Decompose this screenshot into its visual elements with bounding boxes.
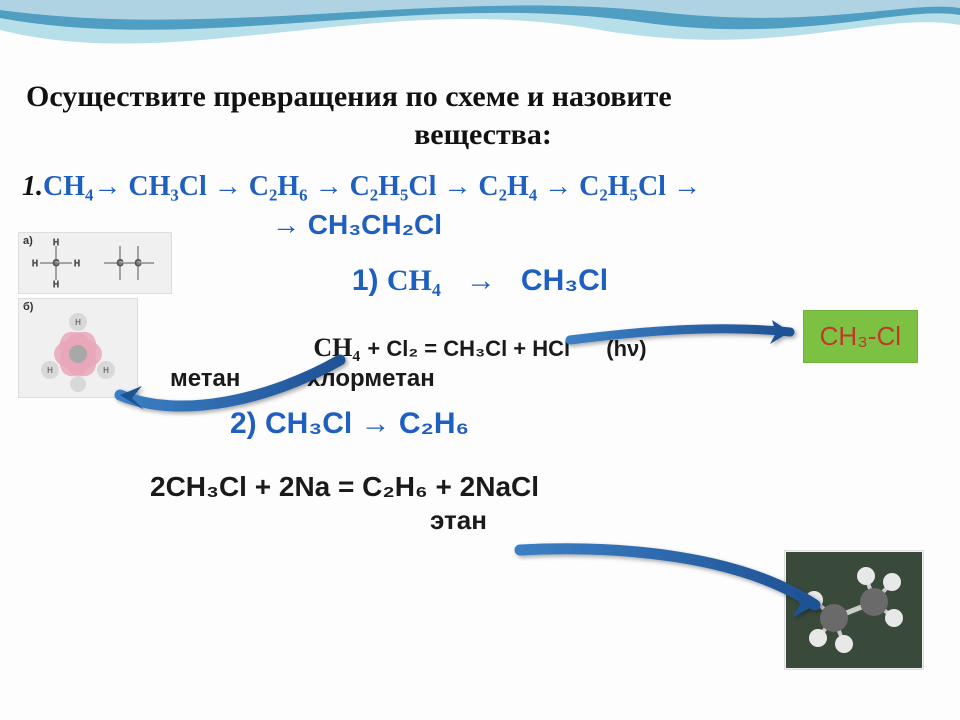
step-1-names: метан хлорметан [20,365,940,393]
molecule-image-c [784,550,924,670]
svg-text:C: C [53,258,60,268]
eqn1-rest: + Cl₂ = CH₃Cl + HCl [367,336,570,361]
eqn1-lhs: CH₄ [313,333,360,362]
svg-text:H: H [53,280,59,289]
name-methane: метан [170,365,240,392]
badge-text: CH₃-Cl [820,321,901,351]
step-2-equation: 2CH₃Cl + 2Na = C₂H₆ + 2NaCl [20,471,940,503]
title-line-1: Осуществите превращения по схеме и назов… [26,78,940,116]
step1-lhs: CH₄ [387,264,441,297]
svg-text:H: H [32,259,38,268]
svg-text:H: H [47,366,53,375]
svg-text:C: C [117,258,124,268]
title-line-2: вещества: [26,116,940,154]
step1-arrow: → [466,264,496,297]
step1-num: 1) [352,264,379,297]
chain-prefix: 1. [22,171,43,202]
molecule-image-b: H H H [18,298,138,398]
svg-text:H: H [103,366,109,375]
step1-rhs: CH₃Cl [521,264,608,297]
product-badge: CH₃-Cl [803,310,918,363]
arrow-from-c2h6-to-model [520,549,815,618]
svg-text:H: H [75,318,81,327]
svg-text:H: H [53,238,59,247]
svg-text:C: C [135,258,142,268]
step-2-heading: 2) CH₃Cl → C₂H₆ [20,407,940,441]
svg-text:H: H [74,259,80,268]
molecule-image-a: C H H H H C C [18,232,172,294]
eqn1-cond: (hν) [606,336,646,361]
chain-line-1: CH₄→ CH₃Cl → C₂H₆ → C₂H₅Cl → C₂H₄ → C₂H₅… [43,171,701,202]
name-chloromethane: хлорметан [307,365,435,392]
slide-title: Осуществите превращения по схеме и назов… [20,78,940,153]
step-2-name: этан [20,505,940,536]
